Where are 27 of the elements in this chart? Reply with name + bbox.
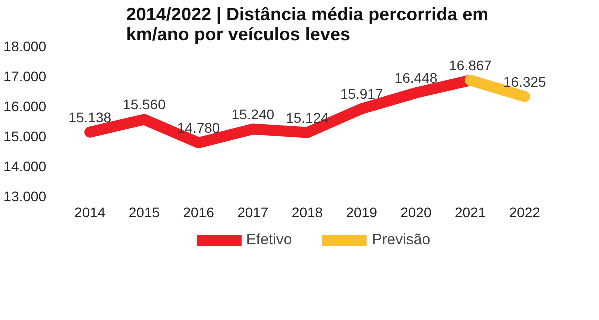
x-tick-label: 2017 xyxy=(238,204,269,220)
data-label: 15.124 xyxy=(286,110,330,126)
y-tick-label: 16.000 xyxy=(4,98,47,114)
data-label: 16.448 xyxy=(394,70,438,86)
data-label: 15.240 xyxy=(232,106,275,122)
data-label: 15.917 xyxy=(340,86,384,102)
x-tick-label: 2016 xyxy=(183,204,215,220)
legend-label: Efetivo xyxy=(246,232,292,248)
data-label: 16.325 xyxy=(503,74,547,90)
x-tick-label: 2019 xyxy=(346,204,378,220)
y-tick-label: 13.000 xyxy=(4,188,47,204)
y-tick-label: 15.000 xyxy=(4,128,47,144)
x-tick-label: 2014 xyxy=(74,204,106,220)
y-tick-label: 14.000 xyxy=(4,158,47,174)
data-label: 16.867 xyxy=(449,57,492,74)
data-label: 14.780 xyxy=(177,120,220,136)
data-label: 15.560 xyxy=(123,96,166,113)
y-tick-label: 18.000 xyxy=(4,38,47,54)
x-tick-label: 2021 xyxy=(454,204,486,220)
x-tick-label: 2020 xyxy=(400,204,432,220)
x-tick-label: 2018 xyxy=(292,204,324,220)
chart-title: 2014/2022 | Distância média percorrida em km/ano por veículos leves xyxy=(126,4,489,44)
legend-label: Previsão xyxy=(372,232,431,248)
data-label: 15.138 xyxy=(68,109,112,126)
y-tick-label: 17.000 xyxy=(4,68,47,84)
x-tick-label: 2015 xyxy=(128,204,160,220)
x-tick-label: 2022 xyxy=(509,204,541,220)
